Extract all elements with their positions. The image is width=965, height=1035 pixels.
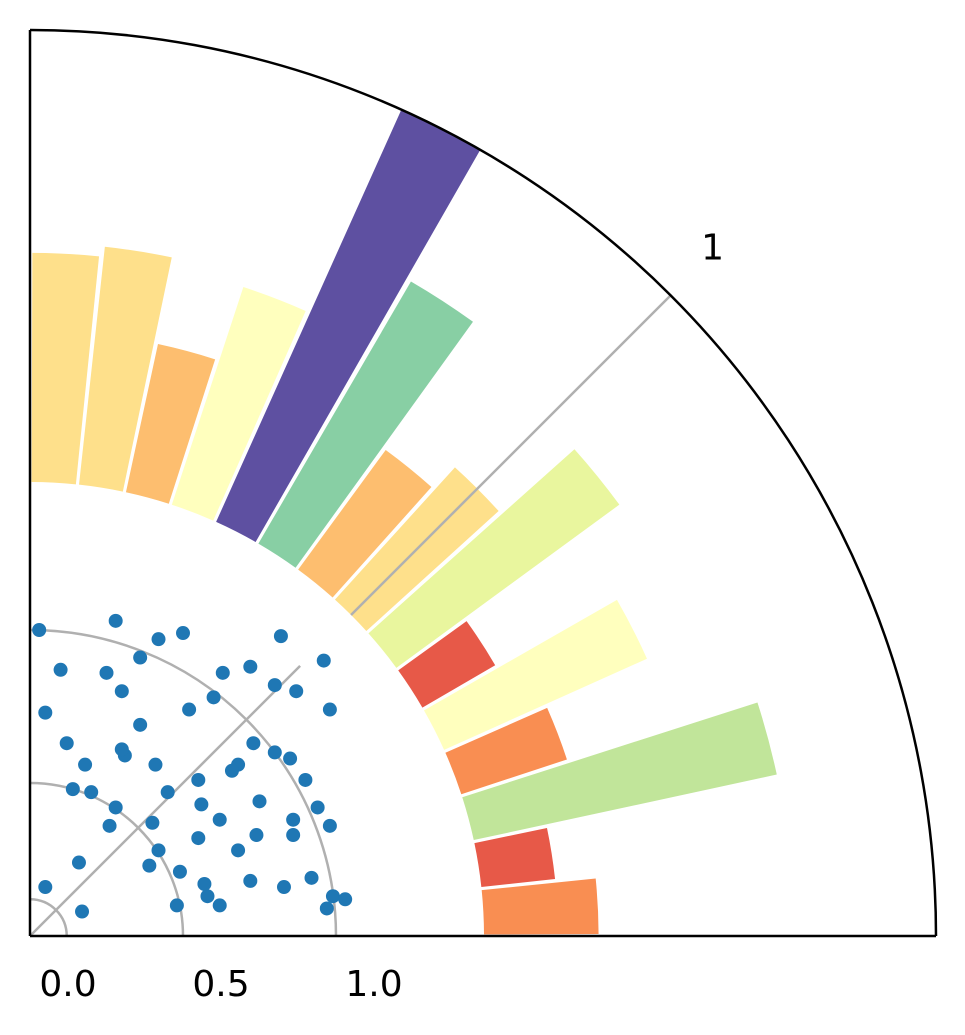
scatter-point-40 (212, 898, 227, 913)
scatter-point-46 (142, 858, 157, 873)
scatter-point-21 (316, 653, 331, 668)
scatter-point-27 (191, 772, 206, 787)
scatter-point-31 (78, 757, 93, 772)
polar-bar-1 (481, 878, 599, 935)
scatter-point-33 (194, 797, 209, 812)
scatter-point-13 (133, 717, 148, 732)
polar-bar-13 (125, 344, 216, 504)
polar-bar-11 (216, 103, 484, 543)
scatter-point-14 (182, 702, 197, 717)
scatter-point-42 (197, 876, 212, 891)
outer-arc-spine (29, 28, 938, 937)
scatter-point-35 (145, 815, 160, 830)
scatter-point-6 (176, 626, 190, 641)
polar-scatter-chart: 0.0 0.5 1.0 (29, 613, 403, 1005)
polar-bar-7 (368, 449, 620, 668)
scatter-point-3 (53, 662, 68, 677)
polar-bar-chart (0, 103, 777, 935)
scatter-point-55 (322, 818, 337, 833)
scatter-point-9 (99, 665, 114, 680)
scatter-point-49 (249, 828, 264, 843)
scatter-point-61 (286, 828, 301, 843)
scatter-point-30 (84, 785, 99, 800)
scatter-point-5 (38, 705, 53, 720)
scatter-point-53 (310, 800, 325, 815)
scatter-point-51 (252, 794, 267, 809)
scatter-point-17 (267, 678, 282, 693)
scatter-point-60 (338, 892, 353, 907)
bar-angular-gridline (350, 294, 672, 616)
scatter-point-38 (38, 880, 53, 895)
scatter-point-44 (151, 843, 166, 858)
scatter-point-45 (191, 831, 206, 846)
polar-bar-5 (423, 599, 647, 750)
scatter-point-15 (206, 690, 221, 705)
scatter-point-19 (243, 659, 258, 674)
scatter-point-23 (267, 745, 282, 760)
scatter-point-1 (32, 623, 47, 637)
scatter-point-32 (114, 742, 129, 757)
scatter-radial-tick-label: 0.5 (192, 964, 249, 1005)
scatter-point-56 (276, 880, 291, 895)
scatter-point-11 (148, 757, 163, 772)
scatter-point-7 (151, 632, 166, 647)
polar-bar-14 (79, 246, 172, 492)
scatter-point-59 (319, 901, 334, 916)
bar-radial-tick-label: 1 (701, 227, 724, 268)
polar-bar-6 (398, 621, 496, 708)
scatter-point-18 (273, 629, 288, 644)
polar-bar-4 (445, 707, 567, 795)
scatter-point-62 (224, 763, 239, 778)
scatter-point-47 (169, 898, 184, 913)
scatter-point-22 (322, 702, 337, 717)
scatter-point-39 (75, 904, 90, 919)
scatter-point-41 (200, 889, 215, 904)
scatter-point-36 (102, 818, 117, 833)
scatter-point-4 (114, 684, 129, 699)
scatter-point-43 (172, 864, 187, 879)
scatter-point-25 (246, 736, 261, 751)
scatter-angular-gridline (29, 665, 301, 937)
scatter-point-58 (325, 889, 340, 904)
scatter-point-16 (215, 665, 230, 680)
scatter-point-54 (298, 772, 313, 787)
scatter-point-34 (212, 812, 227, 827)
scatter-point-37 (71, 855, 86, 870)
scatter-point-2 (108, 613, 123, 628)
polar-frame: 1 (28, 28, 938, 938)
scatter-point-63 (65, 782, 80, 797)
scatter-radial-tick-label: 0.0 (39, 964, 96, 1005)
scatter-point-29 (108, 800, 123, 815)
polar-bar-12 (171, 287, 306, 521)
scatter-point-8 (133, 650, 148, 665)
scatter-point-50 (231, 843, 246, 858)
scatter-point-20 (289, 684, 304, 699)
scatter-point-28 (160, 785, 175, 800)
scatter-point-57 (304, 870, 319, 885)
polar-bar-3 (462, 702, 777, 841)
scatter-point-24 (283, 751, 298, 766)
scatter-point-10 (59, 736, 74, 751)
polar-bar-2 (474, 828, 556, 887)
scatter-point-48 (243, 873, 258, 888)
polar-bar-10 (258, 281, 473, 568)
polar-bar-15 (31, 252, 100, 485)
scatter-radial-tick-label: 1.0 (345, 964, 402, 1005)
polar-bar-16 (0, 185, 28, 484)
polar-bar-9 (298, 449, 432, 598)
scatter-point-52 (286, 812, 301, 827)
